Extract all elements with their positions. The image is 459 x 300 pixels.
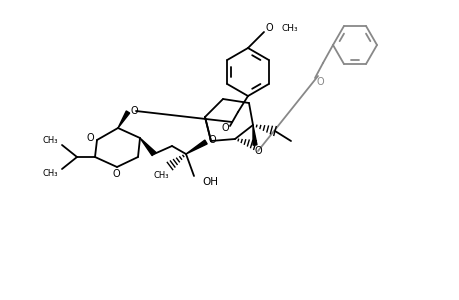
Text: O: O: [264, 23, 272, 33]
Polygon shape: [185, 140, 207, 154]
Text: CH₃: CH₃: [281, 23, 298, 32]
Polygon shape: [140, 138, 156, 156]
Polygon shape: [252, 125, 257, 145]
Text: O: O: [221, 123, 228, 133]
Text: CH₃: CH₃: [42, 169, 58, 178]
Text: O: O: [208, 135, 215, 145]
Text: OH: OH: [202, 177, 218, 187]
Text: O: O: [130, 106, 138, 116]
Text: O: O: [86, 133, 94, 143]
Text: O: O: [315, 77, 323, 87]
Text: CH₃: CH₃: [153, 172, 168, 181]
Text: O: O: [254, 146, 261, 156]
Text: CH₃: CH₃: [42, 136, 58, 145]
Polygon shape: [118, 111, 129, 128]
Text: O: O: [112, 169, 119, 179]
